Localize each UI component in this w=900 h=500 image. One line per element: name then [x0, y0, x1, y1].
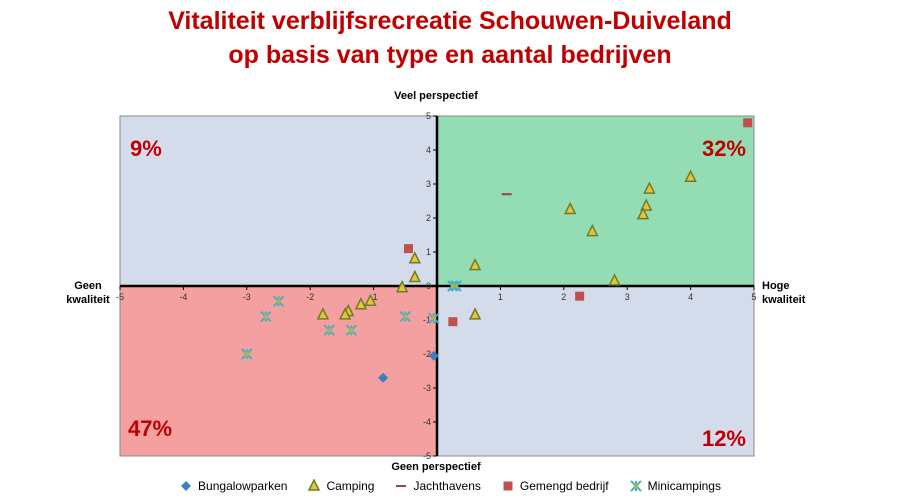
point-bungalowparken: [378, 372, 389, 383]
point-minicampings: [263, 314, 269, 320]
point-minicampings: [276, 298, 281, 304]
point-camping: [395, 280, 409, 293]
point-camping: [636, 206, 650, 220]
point-gemengd-bedrijf: [448, 317, 458, 327]
legend-star-icon: [629, 480, 642, 492]
point-gemengd-bedrijf: [743, 118, 753, 128]
quadrant-top-right: [437, 116, 754, 286]
point-camping: [354, 297, 368, 310]
x-tick-label: 1: [498, 292, 503, 302]
y-tick-label: 1: [426, 247, 431, 257]
quadrant-bottom-left-percent: 47%: [128, 416, 172, 441]
x-axis-right-label-line-1: Hoge: [762, 280, 790, 292]
x-tick-label: -3: [243, 292, 251, 302]
point-camping: [640, 198, 653, 211]
x-tick-label: 3: [625, 292, 630, 302]
x-tick-label: 5: [751, 292, 756, 302]
chart-title-line-1: Vitaliteit verblijfsrecreatie Schouwen-D…: [168, 7, 732, 35]
x-axis-right-label: Hoge kwaliteit: [762, 279, 832, 307]
point-camping: [684, 169, 697, 182]
point-camping: [468, 307, 482, 320]
legend-diamond-icon: [181, 481, 192, 491]
legend-item-minicampings: Minicampings: [629, 479, 721, 493]
point-camping: [408, 251, 422, 264]
quadrant-top-left: [120, 116, 437, 286]
legend-dash-icon: [396, 485, 407, 487]
point-minicampings: [326, 327, 332, 333]
point-minicampings: [402, 314, 408, 320]
legend-label: Gemengd bedrijf: [519, 479, 609, 493]
point-minicampings: [244, 351, 250, 357]
x-tick-label: 4: [688, 292, 693, 302]
y-tick-label: 2: [426, 213, 431, 223]
legend-item-camping: Camping: [307, 479, 374, 493]
legend-label: Jachthavens: [413, 479, 481, 493]
legend-square-icon: [503, 481, 513, 491]
legend-marker: [181, 481, 192, 491]
x-tick-label: 2: [561, 292, 566, 302]
x-tick-label: -2: [306, 292, 314, 302]
y-tick-label: -5: [423, 451, 431, 461]
legend-item-jachthavens: Jachthavens: [394, 479, 481, 493]
chart-legend: Bungalowparken Camping Jachthavens Gemengd …: [0, 479, 900, 493]
legend-item-bungalowparken: Bungalowparken: [179, 479, 287, 493]
x-tick-label: -1: [370, 292, 378, 302]
x-tick-label: -5: [116, 292, 124, 302]
legend-marker: [503, 481, 513, 491]
point-minicampings: [348, 327, 354, 333]
y-tick-label: -2: [423, 349, 431, 359]
point-gemengd-bedrijf: [575, 291, 585, 301]
y-tick-label: 4: [426, 145, 431, 155]
x-axis-left-label: Geen kwaliteit: [58, 279, 118, 307]
y-tick-label: 0: [426, 281, 431, 291]
point-minicampings: [450, 283, 456, 289]
point-camping: [608, 273, 621, 286]
quadrant-top-left-percent: 9%: [130, 136, 162, 161]
y-tick-label: 5: [426, 111, 431, 121]
legend-label: Bungalowparken: [198, 479, 288, 493]
x-tick-label: -4: [179, 292, 187, 302]
quadrant-bottom-right-percent: 12%: [702, 426, 746, 451]
point-bungalowparken: [428, 350, 439, 361]
legend-triangle-icon: [308, 479, 321, 491]
quadrant-top-right-percent: 32%: [702, 136, 746, 161]
legend-item-gemengd-bedrijf: Gemengd bedrijf: [501, 479, 609, 493]
x-axis-right-label-line-2: kwaliteit: [762, 294, 806, 306]
legend-label: Minicampings: [647, 479, 721, 493]
legend-marker: [633, 483, 639, 489]
point-camping: [338, 307, 352, 320]
point-camping: [643, 181, 656, 194]
legend-label: Camping: [326, 479, 375, 493]
y-axis-bottom-label: Geen perspectief: [391, 461, 481, 473]
point-camping: [316, 307, 330, 320]
y-tick-label: -3: [423, 383, 431, 393]
y-tick-label: 3: [426, 179, 431, 189]
legend-marker: [308, 479, 321, 491]
y-tick-label: -1: [423, 315, 431, 325]
point-camping: [563, 201, 577, 215]
x-axis-left-label-line-2: kwaliteit: [66, 294, 110, 306]
chart-title-line-2: op basis van type en aantal bedrijven: [228, 41, 672, 69]
point-camping: [468, 257, 482, 271]
quadrant-bottom-right: [437, 286, 754, 456]
point-camping: [364, 293, 377, 307]
point-minicampings: [431, 315, 437, 321]
x-axis-left-label-line-1: Geen: [74, 280, 102, 292]
quadrant-bottom-left: [120, 286, 437, 456]
point-gemengd-bedrijf: [403, 244, 413, 254]
point-camping: [408, 269, 422, 283]
point-camping: [586, 223, 599, 237]
y-tick-label: -4: [423, 417, 431, 427]
y-axis-top-label: Veel perspectief: [394, 90, 478, 102]
